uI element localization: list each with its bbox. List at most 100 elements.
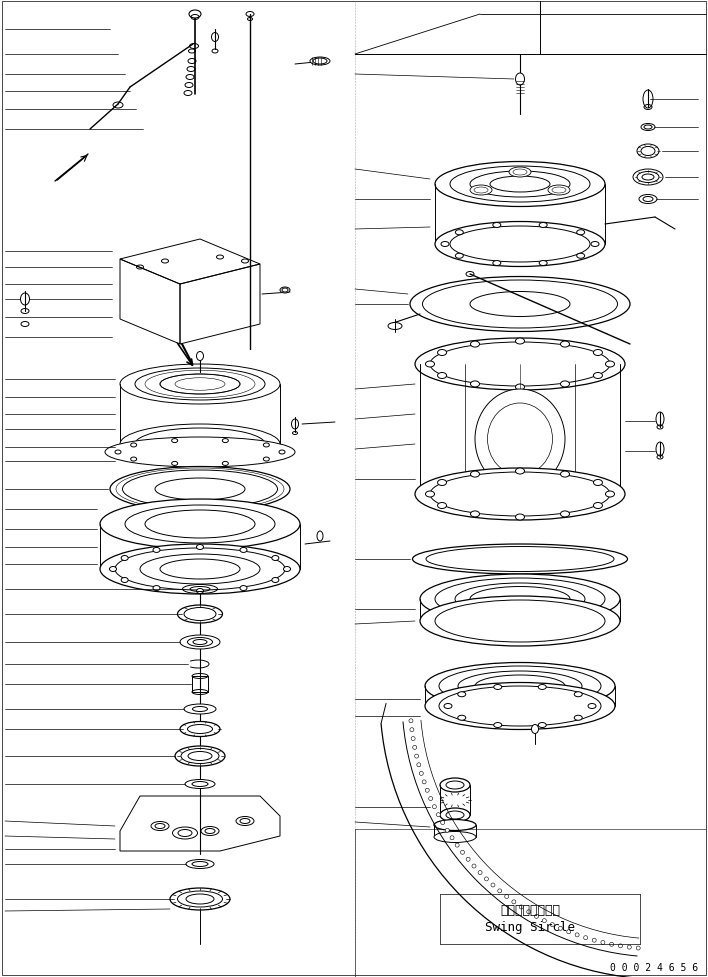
Ellipse shape xyxy=(527,910,531,913)
Ellipse shape xyxy=(189,11,201,19)
Ellipse shape xyxy=(538,685,547,690)
Ellipse shape xyxy=(539,224,547,229)
Ellipse shape xyxy=(538,723,547,728)
Ellipse shape xyxy=(455,843,459,847)
Ellipse shape xyxy=(121,556,128,561)
Ellipse shape xyxy=(601,941,605,945)
Ellipse shape xyxy=(197,352,203,361)
Ellipse shape xyxy=(100,544,300,594)
Ellipse shape xyxy=(171,439,178,444)
Ellipse shape xyxy=(120,364,280,404)
Ellipse shape xyxy=(475,390,565,489)
Ellipse shape xyxy=(440,821,445,825)
Ellipse shape xyxy=(515,469,525,475)
Ellipse shape xyxy=(512,900,516,904)
Ellipse shape xyxy=(272,556,279,561)
Ellipse shape xyxy=(643,91,653,108)
Ellipse shape xyxy=(639,195,657,204)
Ellipse shape xyxy=(605,491,615,497)
Ellipse shape xyxy=(171,462,178,466)
Ellipse shape xyxy=(435,223,605,268)
Ellipse shape xyxy=(548,186,570,195)
Ellipse shape xyxy=(577,231,585,235)
Ellipse shape xyxy=(593,350,603,357)
Ellipse shape xyxy=(505,895,509,899)
Ellipse shape xyxy=(434,831,476,842)
Ellipse shape xyxy=(515,515,525,521)
Ellipse shape xyxy=(426,788,429,792)
Ellipse shape xyxy=(445,828,449,832)
Ellipse shape xyxy=(426,361,435,367)
Text: Swing Sircle: Swing Sircle xyxy=(485,920,575,934)
Ellipse shape xyxy=(236,817,254,826)
Ellipse shape xyxy=(471,472,479,478)
Polygon shape xyxy=(120,796,280,851)
Ellipse shape xyxy=(561,511,569,518)
Ellipse shape xyxy=(605,361,615,367)
Ellipse shape xyxy=(441,242,449,247)
Ellipse shape xyxy=(575,933,579,937)
Text: 0 0 0 2 4 6 5 6: 0 0 0 2 4 6 5 6 xyxy=(610,962,698,972)
Ellipse shape xyxy=(415,469,625,521)
Ellipse shape xyxy=(201,827,219,835)
Ellipse shape xyxy=(115,548,285,590)
Ellipse shape xyxy=(222,462,229,466)
Ellipse shape xyxy=(466,858,470,862)
Ellipse shape xyxy=(423,280,617,328)
Ellipse shape xyxy=(184,704,216,714)
Ellipse shape xyxy=(419,772,423,776)
Ellipse shape xyxy=(413,544,627,574)
Ellipse shape xyxy=(583,936,588,940)
Ellipse shape xyxy=(197,545,203,550)
Ellipse shape xyxy=(574,692,582,697)
Ellipse shape xyxy=(185,780,215,788)
Ellipse shape xyxy=(542,918,547,922)
Ellipse shape xyxy=(566,930,571,934)
Ellipse shape xyxy=(641,124,655,131)
Ellipse shape xyxy=(415,754,418,758)
Ellipse shape xyxy=(122,471,278,508)
Ellipse shape xyxy=(410,728,414,732)
Ellipse shape xyxy=(619,944,622,948)
Ellipse shape xyxy=(535,914,539,918)
Ellipse shape xyxy=(292,419,299,430)
Ellipse shape xyxy=(272,578,279,583)
Ellipse shape xyxy=(263,444,269,447)
Ellipse shape xyxy=(388,323,402,330)
Ellipse shape xyxy=(471,342,479,348)
Ellipse shape xyxy=(420,596,620,647)
Ellipse shape xyxy=(197,589,203,594)
Ellipse shape xyxy=(592,938,596,942)
Ellipse shape xyxy=(434,820,476,830)
Ellipse shape xyxy=(593,480,603,486)
Ellipse shape xyxy=(471,382,479,388)
Ellipse shape xyxy=(283,567,290,572)
Ellipse shape xyxy=(636,946,640,950)
Ellipse shape xyxy=(440,808,470,823)
Ellipse shape xyxy=(415,339,625,391)
Ellipse shape xyxy=(21,294,30,306)
Ellipse shape xyxy=(460,850,464,855)
Ellipse shape xyxy=(577,254,585,259)
Ellipse shape xyxy=(633,170,663,186)
Ellipse shape xyxy=(151,822,169,830)
Ellipse shape xyxy=(471,511,479,518)
Ellipse shape xyxy=(153,548,160,553)
Ellipse shape xyxy=(515,74,525,86)
Ellipse shape xyxy=(593,373,603,379)
Ellipse shape xyxy=(559,926,562,930)
Ellipse shape xyxy=(436,813,440,817)
Ellipse shape xyxy=(263,457,269,461)
Ellipse shape xyxy=(425,662,615,709)
Ellipse shape xyxy=(435,162,605,207)
Ellipse shape xyxy=(426,491,435,497)
Ellipse shape xyxy=(100,499,300,549)
Ellipse shape xyxy=(493,224,501,229)
Ellipse shape xyxy=(493,685,502,690)
Ellipse shape xyxy=(593,503,603,509)
Ellipse shape xyxy=(280,287,290,294)
Ellipse shape xyxy=(180,635,220,650)
Ellipse shape xyxy=(515,385,525,391)
Ellipse shape xyxy=(637,145,659,159)
Ellipse shape xyxy=(450,836,454,840)
